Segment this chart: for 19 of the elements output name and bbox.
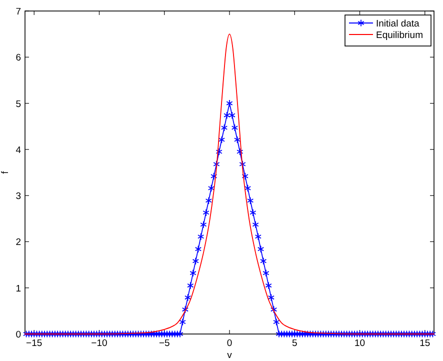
x-tick-label: 5 (292, 338, 298, 349)
legend-label: Initial data (376, 18, 420, 30)
y-tick-label: 0 (16, 330, 21, 340)
y-tick-label: 2 (16, 237, 21, 248)
y-tick-label: 6 (16, 52, 21, 64)
x-tick-label: 15 (420, 338, 430, 349)
y-axis-title: f (0, 170, 11, 174)
x-axis-title: v (227, 350, 232, 361)
x-tick-label: −15 (26, 338, 42, 349)
y-tick-label: 7 (16, 6, 21, 18)
x-tick-label: 10 (354, 338, 366, 349)
x-tick-label: −5 (158, 338, 170, 349)
y-tick-label: 3 (16, 191, 21, 202)
y-tick-label: 4 (16, 144, 21, 156)
y-tick-label: 1 (16, 283, 21, 294)
x-tick-label: −10 (91, 338, 108, 349)
legend-label: Equilibrium (376, 30, 424, 41)
y-tick-label: 5 (16, 98, 21, 110)
x-tick-label: 0 (226, 338, 232, 349)
